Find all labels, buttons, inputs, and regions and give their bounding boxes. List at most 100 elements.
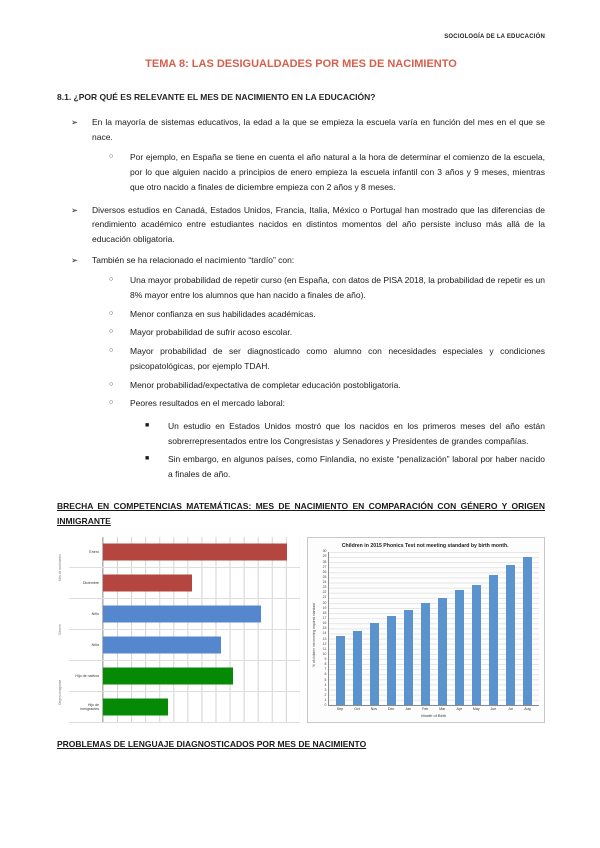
y-tick-label: 18 [322,610,327,615]
bar [489,574,499,705]
bar-slot [485,552,502,705]
bar [353,630,363,705]
bar-row: Enero [69,536,301,568]
bar-track [102,536,301,567]
bar [506,564,516,705]
x-tick-label: Apr [456,706,463,711]
y-tick-label: 2 [324,693,327,697]
bar-slot [417,552,434,705]
plot-column: Sep Oct Nov Dec Jan Feb Mar Apr May Jun Jul Aug Mon… [328,551,539,719]
bar [472,584,482,705]
bar-row: Niña [69,629,301,661]
y-tick-label: 24 [322,580,327,585]
bar [103,543,287,561]
y-axis-pad [319,706,328,719]
list-item: ■ Sin embargo, en algunos países, como F… [145,452,545,481]
list-item-text: También se ha relacionado el nacimiento … [92,254,295,265]
y-tick-label: 21 [322,595,327,600]
bullet-list: ➢ En la mayoría de sistemas educativos, … [57,115,545,482]
list-item-text: Por ejemplo, en España se tiene en cuent… [130,152,545,192]
bar [455,590,465,705]
y-axis-ticks: 0 1 2 3 4 5 6 7 8 9 10 11 12 13 14 15 16 17 18 19 20 21 22 23 24… [319,549,328,708]
bar [421,602,431,705]
y-tick-label: 29 [322,554,327,559]
list-item: ○ Una mayor probabilidad de repetir curs… [109,273,545,302]
list-item: ➢ Diversos estudios en Canadá, Estados U… [71,203,545,247]
bar [387,615,397,705]
x-tick-label: Sep [336,706,344,711]
y-tick-label: 17 [322,616,327,620]
bar-slot [468,552,485,705]
list-item: ○ Menor confianza en sus habilidades aca… [109,307,545,322]
bar [438,597,448,705]
arrow-bullet-icon: ➢ [71,204,79,215]
bar-label: Diciembre [82,580,99,585]
list-item: ○ Menor probabilidad/expectativa de comp… [109,378,545,393]
list-item-text: Sin embargo, en algunos países, como Fin… [168,454,545,480]
x-tick-label: Jul [508,706,513,711]
list-item-text: En la mayoría de sistemas educativos, la… [92,117,545,142]
x-axis-ticks: Sep Oct Nov Dec Jan Feb Mar Apr May Jun Jul Aug [328,707,539,713]
y-tick-label: 7 [324,667,327,672]
arrow-bullet-icon: ➢ [71,117,79,127]
list-item: ○ Mayor probabilidad de ser diagnosticad… [109,344,545,373]
x-tick-label: Jan [405,706,411,711]
y-tick-label: 20 [322,600,327,605]
y-tick-label: 16 [322,621,327,626]
circle-bullet-icon: ○ [109,380,114,388]
list-item-text: Peores resultados en el mercado laboral: [130,398,285,409]
y-axis: 0 1 2 3 4 5 6 7 8 9 10 11 12 13 14 15 16 17 18 19 20 21 22 23 24… [319,549,328,719]
subheading-language: PROBLEMAS DE LENGUAJE DIAGNOSTICADOS POR… [57,738,367,749]
bar [404,610,414,705]
plot-area [328,551,539,706]
square-bullet-icon: ■ [145,421,150,429]
list-item-text: Diversos estudios en Canadá, Estados Uni… [92,204,545,244]
y-tick-label: 15 [322,626,327,631]
y-tick-label: 0 [324,703,327,708]
x-tick-label: Feb [422,706,429,711]
y-tick-label: 23 [322,585,327,590]
charts-row: Mes de nacimiento Género Origen inmigrante… [57,536,545,723]
x-tick-label: Aug [524,706,531,711]
bar-slot [349,552,366,705]
list-item-text: Mayor probabilidad de ser diagnosticado … [130,346,545,371]
bar-row: Niño [69,598,301,630]
x-tick-label: Jun [490,706,497,711]
list-item: ○ Por ejemplo, en España se tiene en cue… [109,150,545,194]
bar [103,667,234,685]
arrow-bullet-icon: ➢ [71,254,79,265]
bar-label: Hijo de nativos [75,673,99,678]
list-item-text: Menor probabilidad/expectativa de comple… [130,379,401,390]
list-item: ➢ En la mayoría de sistemas educativos, … [71,115,545,144]
y-tick-label: 30 [322,549,327,554]
x-axis-title: Month of Birth [421,712,447,718]
bar-slot [451,552,468,705]
bar-label: Niño [91,611,99,616]
circle-bullet-icon: ○ [109,153,114,161]
bar-slot [434,552,451,705]
bar-label: Niña [91,642,99,647]
bar-slot [366,552,383,705]
x-tick-label: Oct [354,706,360,711]
running-header: SOCIOLOGÍA DE LA EDUCACIÓN [444,34,545,40]
y-tick-label: 27 [322,564,327,569]
list-item-text: Un estudio en Estados Unidos mostró que … [168,420,545,446]
list-item: ○ Peores resultados en el mercado labora… [109,396,545,411]
circle-bullet-icon: ○ [109,276,114,284]
list-item-text: Menor confianza en sus habilidades acadé… [130,308,316,319]
circle-bullet-icon: ○ [109,328,114,336]
bar [370,623,380,705]
y-tick-label: 6 [324,672,327,677]
bar [523,556,533,705]
bar [103,636,222,654]
bar [103,698,169,716]
bar-row: Hijo de nativos [69,660,301,692]
list-item: ➢ También se ha relacionado el nacimient… [71,253,545,268]
bar [103,574,192,592]
y-axis-title: % of children not meeting required stand… [312,603,317,668]
y-tick-label: 14 [322,631,327,636]
y-tick-label: 3 [324,687,327,692]
x-tick-label: Mar [439,706,446,711]
bar-row: Hijo de inmigrantes [69,691,301,723]
